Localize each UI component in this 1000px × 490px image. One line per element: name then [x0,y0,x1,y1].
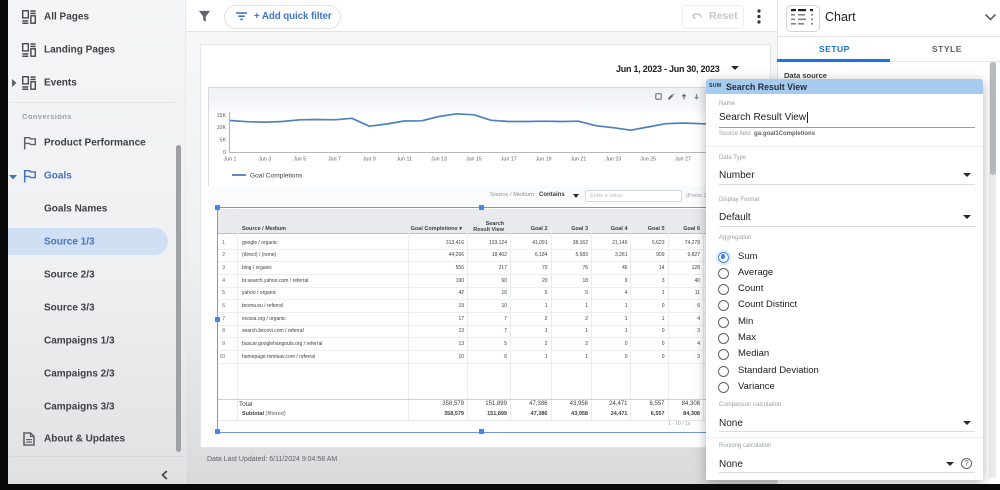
svg-text:Jun 15: Jun 15 [466,157,482,163]
svg-text:Jun 25: Jun 25 [640,157,656,163]
svg-text:Jun 19: Jun 19 [536,157,552,163]
svg-text:5K: 5K [220,138,227,144]
svg-text:Jun 1: Jun 1 [224,157,237,163]
svg-text:10K: 10K [217,125,227,131]
svg-text:Jun 11: Jun 11 [396,157,412,163]
svg-text:Jun 7: Jun 7 [328,157,341,163]
svg-text:Jun 21: Jun 21 [570,157,586,163]
svg-text:Jun 5: Jun 5 [293,157,306,163]
svg-text:Jun 17: Jun 17 [501,157,517,163]
svg-text:15K: 15K [217,113,227,119]
svg-text:Jun 13: Jun 13 [431,157,447,163]
svg-text:Jun 27: Jun 27 [675,157,691,163]
svg-text:Jun 23: Jun 23 [605,157,621,163]
svg-text:Goal Completions: Goal Completions [250,172,303,179]
svg-text:Jun 9: Jun 9 [363,157,376,163]
svg-text:Jun 3: Jun 3 [258,157,271,163]
svg-text:0: 0 [223,150,226,156]
